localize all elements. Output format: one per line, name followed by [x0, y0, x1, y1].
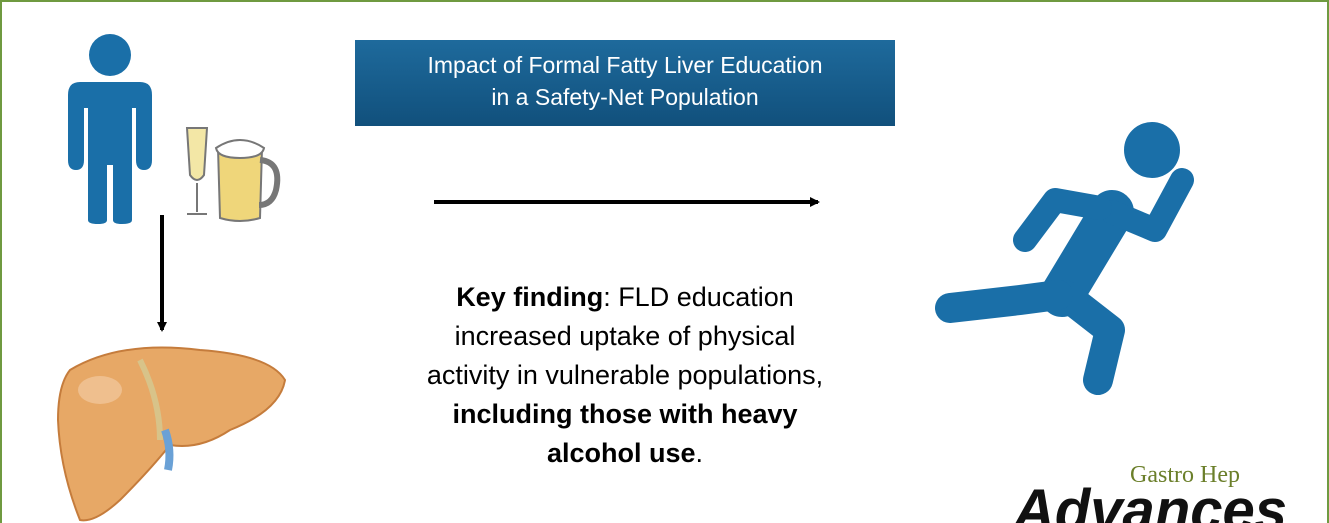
text: activity in vulnerable populations,	[427, 360, 823, 390]
text: .	[696, 438, 704, 468]
bold-text: Key finding	[456, 282, 603, 312]
key-finding-line: including those with heavy	[452, 399, 797, 429]
logo-bottom: Advances	[1011, 478, 1287, 523]
graphical-abstract: Impact of Formal Fatty Liver Education i…	[0, 0, 1329, 523]
key-finding-line: increased uptake of physical	[455, 321, 796, 351]
bold-text: alcohol use	[547, 438, 696, 468]
bold-text: including those with heavy	[452, 399, 797, 429]
key-finding-line: Key finding: FLD education	[456, 282, 794, 312]
title-line: in a Safety-Net Population	[491, 84, 758, 110]
key-finding-line: alcohol use.	[547, 438, 703, 468]
text: increased uptake of physical	[455, 321, 796, 351]
title-line: Impact of Formal Fatty Liver Education	[428, 52, 823, 78]
key-finding-line: activity in vulnerable populations,	[427, 360, 823, 390]
text: : FLD education	[603, 282, 794, 312]
page: {"title": {"lines": ["Impact of Formal F…	[0, 0, 1329, 523]
